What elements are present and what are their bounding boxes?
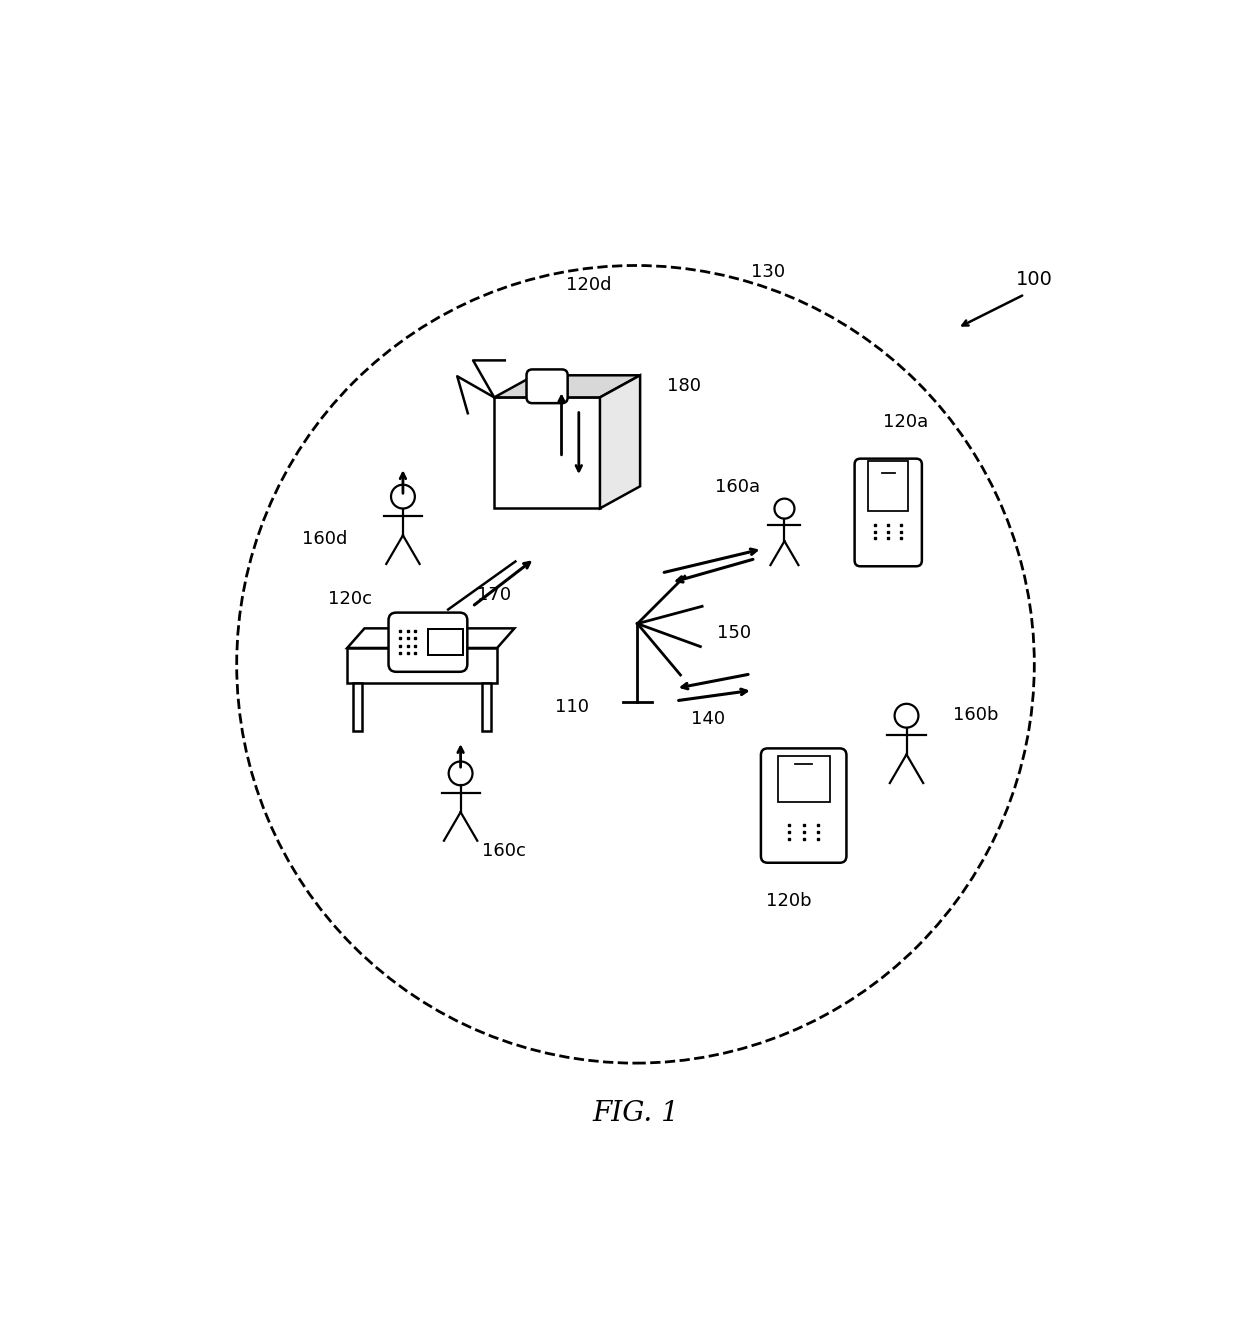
FancyBboxPatch shape <box>761 749 847 863</box>
Text: 150: 150 <box>717 624 751 641</box>
Text: 130: 130 <box>751 263 785 281</box>
Bar <box>777 757 830 801</box>
Text: 170: 170 <box>477 586 511 603</box>
Bar <box>428 629 463 656</box>
Text: 160b: 160b <box>952 706 998 724</box>
Text: 180: 180 <box>667 376 701 395</box>
Bar <box>868 461 909 511</box>
Text: 120c: 120c <box>327 590 372 607</box>
Text: FIG. 1: FIG. 1 <box>593 1099 678 1126</box>
Text: 120b: 120b <box>766 892 812 910</box>
FancyBboxPatch shape <box>527 370 568 403</box>
Text: 110: 110 <box>556 698 589 716</box>
Polygon shape <box>347 629 515 648</box>
Text: 120a: 120a <box>883 413 929 431</box>
Bar <box>482 683 491 731</box>
Text: 120d: 120d <box>567 277 611 294</box>
Polygon shape <box>600 375 640 508</box>
Polygon shape <box>347 648 497 683</box>
Text: 160d: 160d <box>301 531 347 548</box>
FancyBboxPatch shape <box>854 458 921 566</box>
Text: 160c: 160c <box>481 843 526 860</box>
Text: 160a: 160a <box>715 478 760 496</box>
Text: 140: 140 <box>691 710 725 728</box>
Bar <box>353 683 362 731</box>
Bar <box>495 398 600 508</box>
FancyBboxPatch shape <box>388 613 467 672</box>
Polygon shape <box>495 375 640 398</box>
Text: 100: 100 <box>1016 270 1053 289</box>
